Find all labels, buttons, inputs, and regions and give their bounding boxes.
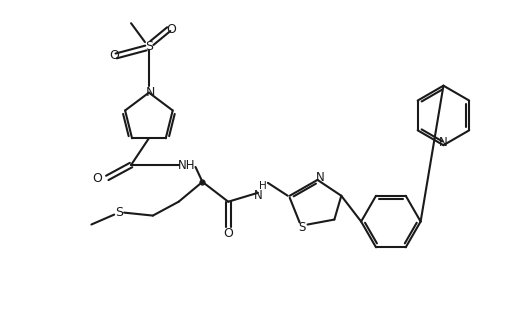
Text: N: N (146, 86, 156, 99)
Text: S: S (298, 221, 305, 234)
Text: N: N (253, 189, 262, 202)
Text: O: O (223, 227, 233, 240)
Text: O: O (93, 172, 102, 185)
Text: N: N (316, 171, 325, 184)
Text: S: S (145, 39, 153, 52)
Text: NH: NH (178, 159, 195, 172)
Text: O: O (109, 49, 119, 62)
Text: S: S (115, 206, 123, 219)
Text: N: N (439, 136, 448, 149)
Text: H: H (259, 181, 267, 191)
Text: O: O (166, 23, 176, 36)
